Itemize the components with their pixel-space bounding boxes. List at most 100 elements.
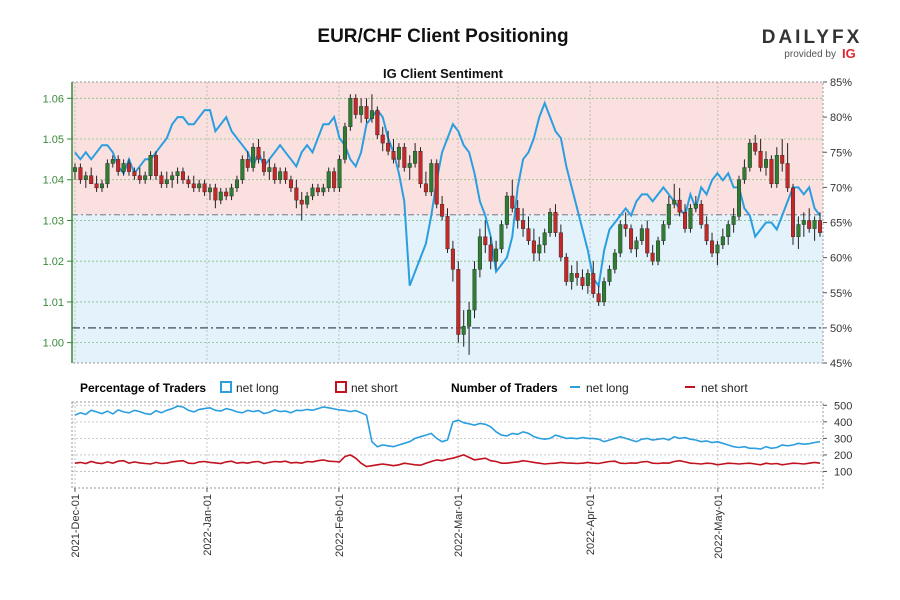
candle-body (386, 142, 391, 152)
candlestick (780, 139, 785, 172)
candlestick (591, 261, 596, 298)
candle-body (207, 187, 212, 193)
candlestick (542, 228, 547, 254)
candlestick (521, 208, 526, 237)
candle-body (710, 240, 715, 254)
candlestick (672, 183, 677, 209)
candlestick (391, 139, 396, 164)
candlestick (801, 212, 806, 237)
candle-body (450, 248, 455, 270)
candlestick (121, 159, 126, 176)
reference-lines (72, 214, 823, 329)
candlestick (639, 224, 644, 245)
candlestick (607, 265, 612, 286)
candle-body (305, 195, 310, 205)
price-axis-ticks: 1.00 1.01 1.02 1.03 1.04 1.05 1.06 (43, 93, 72, 350)
price-tick-label: 1.06 (43, 93, 64, 105)
candle-body (326, 171, 331, 189)
candle-body (224, 191, 229, 197)
candle-body (283, 171, 288, 180)
candlestick (407, 155, 412, 180)
candle-body (337, 159, 342, 189)
candlestick (666, 196, 671, 229)
traders-tick-label: 200 (834, 450, 852, 462)
candle-body (753, 142, 758, 152)
candlestick (423, 171, 428, 197)
candlestick (650, 244, 655, 266)
net-long-traders-line (74, 405, 821, 450)
candlestick (94, 175, 99, 192)
candlestick (89, 167, 94, 185)
candle-body (612, 252, 617, 270)
candle-body (494, 248, 499, 262)
candle-body (499, 224, 504, 250)
candlestick (548, 208, 553, 237)
candlestick (99, 179, 104, 192)
candle-body (375, 110, 380, 136)
candle-body (596, 293, 601, 303)
candle-body (801, 220, 806, 225)
traders-axis-ticks: 100 200 300 400 500 (823, 400, 852, 478)
candlestick (818, 212, 823, 237)
candle-body (677, 199, 682, 213)
candlestick (396, 143, 401, 168)
candle-body (278, 171, 283, 180)
candle-body (483, 236, 488, 246)
candlestick (310, 183, 315, 201)
candlestick (688, 204, 693, 233)
candle-body (137, 175, 142, 180)
candle-body (742, 167, 747, 180)
date-tick-label: 2022-Jan-01 (202, 494, 214, 556)
candle-body (461, 326, 466, 335)
candle-body (429, 163, 434, 193)
candle-body (353, 98, 358, 115)
candle-body (818, 220, 823, 233)
candle-body (472, 269, 477, 311)
candle-body (602, 281, 607, 303)
candlestick (245, 151, 250, 172)
chart-subtitle: IG Client Sentiment (383, 66, 504, 81)
candlestick (596, 285, 601, 306)
candle-body (575, 273, 580, 278)
traders-tick-label: 100 (834, 466, 852, 478)
candlestick (456, 261, 461, 343)
candlestick (758, 139, 763, 172)
candle-body (656, 240, 661, 262)
candlestick (380, 126, 385, 152)
candlestick (353, 94, 358, 119)
chart-title: EUR/CHF Client Positioning (317, 26, 568, 47)
candlestick (337, 155, 342, 192)
candle-body (780, 155, 785, 164)
candle-body (785, 163, 790, 189)
candle-body (315, 187, 320, 193)
candlestick (445, 208, 450, 254)
date-tick-label: 2022-May-01 (713, 494, 725, 559)
candle-body (175, 171, 180, 176)
candle-body (585, 273, 590, 286)
candlestick (332, 167, 337, 192)
candlestick (197, 179, 202, 192)
candle-body (747, 142, 752, 168)
legend-net-short-count-label: net short (701, 381, 748, 395)
candle-body (294, 187, 299, 201)
candlestick (731, 208, 736, 233)
candlestick (207, 183, 212, 201)
candle-body (456, 269, 461, 335)
candle-body (256, 146, 261, 160)
price-candlesticks (72, 94, 823, 355)
candle-body (143, 175, 148, 180)
candlestick (661, 220, 666, 245)
candle-body (164, 179, 169, 185)
candle-body (758, 151, 763, 168)
candlestick (267, 159, 272, 180)
candle-body (661, 224, 666, 242)
candle-body (116, 159, 121, 172)
legend-percentage-head: Percentage of Traders (80, 381, 206, 395)
candlestick (234, 175, 239, 192)
candle-body (234, 179, 239, 189)
candlestick (747, 139, 752, 172)
candlestick (580, 269, 585, 290)
traders-panel-frame (71, 401, 824, 489)
traders-panel: 100 200 300 400 500 (71, 400, 852, 489)
candlestick (531, 228, 536, 262)
